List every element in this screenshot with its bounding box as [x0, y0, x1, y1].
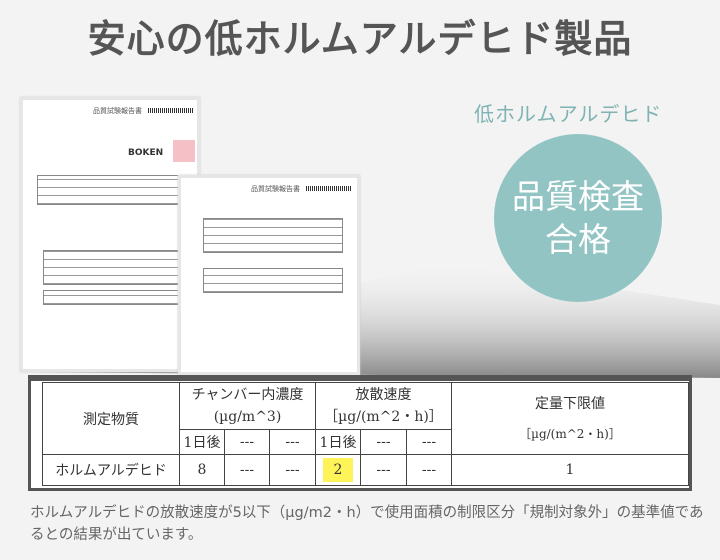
subtitle: 低ホルムアルデヒド	[474, 102, 663, 126]
chamber-unit: (µg/m^3)	[213, 409, 282, 425]
test-report-page-2: 品質試験報告書	[178, 175, 360, 375]
report-title: 品質試験報告書	[93, 107, 142, 115]
value-cell: ---	[406, 454, 452, 486]
report-title: 品質試験報告書	[251, 185, 300, 193]
sub-header: 1日後	[315, 429, 361, 455]
limit-cell: 1	[451, 454, 689, 486]
value-cell: 8	[179, 454, 225, 486]
emission-label: 放散速度	[355, 387, 412, 403]
page-title: 安心の低ホルムアルデヒド製品	[87, 17, 633, 61]
sub-header: 1日後	[179, 429, 225, 455]
limit-label: 定量下限値	[535, 395, 605, 412]
limit-unit: ［µg/(m^2・h)］	[519, 426, 621, 441]
boken-logo: BOKEN	[128, 148, 164, 158]
quality-passed-badge: 品質検査 合格	[494, 134, 662, 302]
header-chamber: チャンバー内濃度 (µg/m^3)	[179, 382, 316, 430]
value-cell: ---	[360, 454, 407, 486]
value-cell: ---	[224, 454, 270, 486]
value-cell: 2	[315, 454, 361, 486]
table-row: ホルムアルデヒド 8 --- --- 2 --- --- 1	[42, 454, 689, 486]
sub-header: ---	[224, 429, 270, 455]
header-limit: 定量下限値 ［µg/(m^2・h)］	[451, 382, 689, 455]
header-substance: 測定物質	[42, 382, 180, 455]
chamber-label: チャンバー内濃度	[191, 387, 304, 403]
result-table: 測定物質 チャンバー内濃度 (µg/m^3) 放散速度 ［µg/(m^2・h)］ 定…	[42, 382, 689, 486]
sub-header: ---	[269, 429, 316, 455]
highlighted-value: 2	[323, 458, 353, 482]
badge-line1: 品質検査	[512, 177, 644, 216]
substance-cell: ホルムアルデヒド	[42, 454, 180, 486]
result-note: ホルムアルデヒドの放散速度が5以下（µg/m2・h）で使用面積の制限区分「規制対…	[30, 505, 704, 543]
sub-header: ---	[406, 429, 452, 455]
emission-unit: ［µg/(m^2・h)］	[324, 409, 443, 425]
value-cell: ---	[269, 454, 316, 486]
test-report-page-1: 品質試験報告書 BOKEN	[20, 97, 200, 372]
sub-header: ---	[360, 429, 407, 455]
header-emission: 放散速度 ［µg/(m^2・h)］	[315, 382, 452, 430]
badge-line2: 合格	[545, 220, 611, 259]
